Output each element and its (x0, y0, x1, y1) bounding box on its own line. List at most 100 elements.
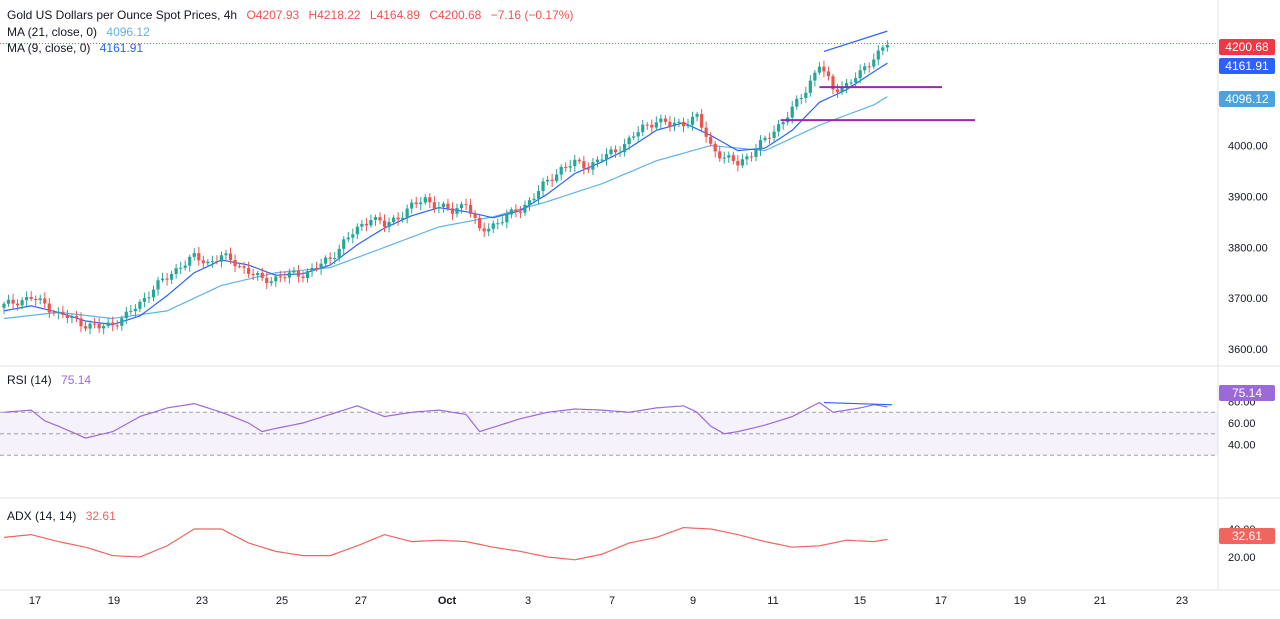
candle-body (491, 223, 495, 229)
candle-body (197, 253, 201, 261)
ma21-line (3, 96, 888, 320)
candle-body (527, 200, 532, 205)
candle-body (2, 303, 6, 308)
symbol-title[interactable]: Gold US Dollars per Ounce Spot Prices, 4… (7, 8, 238, 22)
candle-body (772, 131, 776, 138)
candle-body (541, 181, 545, 192)
candle-body (500, 222, 504, 224)
candle-body (446, 203, 450, 209)
time-tick-label: 23 (1176, 595, 1188, 607)
candle-body (704, 127, 708, 137)
candle-body (256, 272, 260, 276)
candle-body (695, 113, 699, 117)
candle-body (29, 296, 33, 299)
price-tick-label: 4000.00 (1228, 141, 1268, 153)
candle-body (333, 258, 337, 260)
candle-body (595, 159, 600, 163)
high-value: H4218.22 (308, 8, 361, 22)
candle-body (210, 261, 214, 263)
candle-body (401, 217, 405, 220)
candle-body (663, 118, 667, 122)
candle-body (228, 253, 233, 260)
adx-tick-label: 20.00 (1228, 552, 1256, 564)
candle-body (88, 323, 92, 329)
candle-body (319, 263, 323, 269)
candle-body (844, 83, 849, 88)
candle-body (360, 223, 364, 227)
candle-body (591, 162, 595, 170)
candle-body (206, 261, 210, 264)
candle-body (822, 66, 826, 72)
candle-body (745, 156, 749, 160)
candle-body (518, 212, 523, 214)
candle-body (292, 270, 296, 273)
candle-body (826, 71, 831, 77)
candle-body (441, 203, 446, 208)
candle-body (38, 298, 42, 301)
ma21-legend[interactable]: MA (21, close, 0) 4096.12 (7, 25, 150, 40)
candle-body (718, 151, 722, 159)
time-tick-label: 27 (355, 595, 367, 607)
main-legend: Gold US Dollars per Ounce Spot Prices, 4… (7, 8, 573, 23)
ma9-legend[interactable]: MA (9, close, 0) 4161.91 (7, 41, 143, 56)
time-tick-label: Oct (438, 595, 457, 607)
adx-legend[interactable]: ADX (14, 14) 32.61 (7, 509, 116, 524)
candle-body (170, 273, 174, 280)
candle-body (410, 202, 414, 209)
candle-body (478, 217, 482, 229)
rsi-divergence-line (823, 401, 892, 406)
candle-body (355, 226, 359, 235)
candle-body (758, 140, 763, 151)
candle-body (808, 80, 812, 93)
candle-body (147, 297, 151, 299)
candle-body (573, 159, 577, 167)
candle-body (468, 204, 473, 214)
candle-body (709, 136, 713, 144)
candle-body (265, 277, 269, 284)
candle-body (219, 255, 224, 262)
candle-body (97, 323, 101, 329)
candle-body (559, 166, 563, 175)
candle-body (690, 116, 695, 125)
candle-body (459, 204, 464, 209)
low-value: L4164.89 (369, 8, 420, 22)
candle-body (20, 300, 24, 306)
time-tick-label: 17 (29, 595, 41, 607)
candle-body (93, 323, 97, 325)
candle-body (568, 166, 572, 168)
candle-body (817, 66, 821, 73)
candle-body (342, 239, 346, 249)
candle-body (305, 271, 310, 279)
candle-body (858, 70, 862, 79)
candle-body (34, 298, 38, 301)
candle-body (632, 136, 636, 138)
candle-body (835, 89, 840, 93)
candle-body (727, 155, 731, 158)
candle-body (781, 122, 785, 125)
candle-body (296, 270, 301, 277)
time-tick-label: 19 (108, 595, 120, 607)
candle-body (269, 281, 273, 284)
candle-body (777, 124, 781, 132)
candle-body (731, 155, 735, 161)
adx-value: 32.61 (85, 509, 116, 523)
candle-body (373, 217, 378, 220)
candle-body (378, 217, 382, 221)
candle-body (464, 204, 468, 206)
close-value: C4200.68 (429, 8, 482, 22)
candle-body (623, 144, 627, 153)
rsi-legend[interactable]: RSI (14) 75.14 (7, 373, 91, 388)
candle-body (382, 220, 387, 227)
candle-body (192, 253, 196, 257)
candle-body (233, 259, 237, 267)
candle-body (740, 159, 744, 166)
time-tick-label: 11 (767, 595, 778, 607)
candle-body (405, 208, 409, 218)
candle-body (509, 209, 513, 215)
candle-body (514, 209, 518, 213)
candle-body (432, 202, 436, 209)
candle-body (179, 267, 183, 269)
candle-body (487, 228, 491, 232)
price-tick-label: 3800.00 (1228, 242, 1268, 254)
